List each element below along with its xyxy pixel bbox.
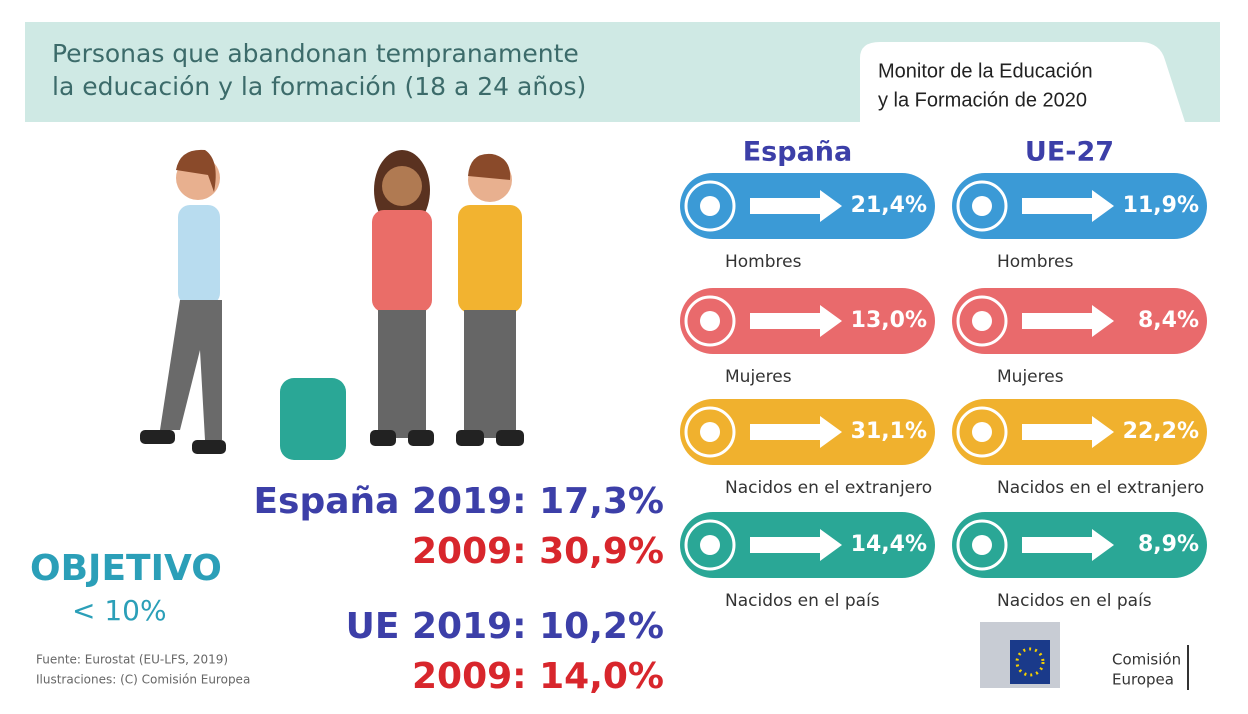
row-label: Nacidos en el país — [725, 591, 880, 611]
icon-ring — [684, 519, 736, 571]
value: 21,4% — [851, 193, 927, 218]
column-header: UE-27 — [1025, 137, 1114, 168]
value: 8,9% — [1138, 532, 1199, 557]
arrow — [1022, 416, 1114, 448]
source: Fuente: Eurostat (EU-LFS, 2019) — [36, 653, 228, 667]
arrow — [750, 416, 842, 448]
icon — [972, 196, 992, 216]
icon — [972, 311, 992, 331]
icon-ring — [684, 406, 736, 458]
arrow — [1022, 305, 1114, 337]
summary: 2009: 14,0% — [412, 656, 664, 697]
icon — [972, 535, 992, 555]
summary: España 2019: 17,3% — [253, 481, 664, 522]
icon-ring — [956, 406, 1008, 458]
row-label: Hombres — [725, 252, 802, 272]
monitor-label: Monitor de la Educación — [878, 60, 1093, 82]
arrow — [1022, 529, 1114, 561]
icon-ring — [684, 180, 736, 232]
summary: UE 2019: 10,2% — [346, 606, 664, 647]
icon — [700, 196, 720, 216]
icon-ring — [956, 295, 1008, 347]
logo-text: Europea — [1112, 671, 1174, 689]
row-label: Mujeres — [725, 367, 792, 387]
icon — [972, 422, 992, 442]
value: 8,4% — [1138, 308, 1199, 333]
value: 14,4% — [851, 532, 927, 557]
title: Personas que abandonan tempranamente — [52, 39, 579, 68]
eu-logo — [980, 622, 1189, 690]
monitor-tab — [860, 42, 1185, 122]
arrow — [750, 190, 842, 222]
column-header: España — [743, 137, 853, 168]
icon-ring — [684, 295, 736, 347]
icon — [700, 535, 720, 555]
target-title: OBJETIVO — [30, 548, 222, 589]
icon-ring — [956, 180, 1008, 232]
logo-text: Comisión — [1112, 651, 1181, 669]
source: Ilustraciones: (C) Comisión Europea — [36, 673, 250, 687]
value: 13,0% — [851, 308, 927, 333]
row-label: Hombres — [997, 252, 1074, 272]
icon-ring — [956, 519, 1008, 571]
summary: 2009: 30,9% — [412, 531, 664, 572]
monitor-label: y la Formación de 2020 — [878, 89, 1087, 111]
illustration — [140, 149, 524, 460]
arrow — [750, 529, 842, 561]
target-value: < 10% — [72, 594, 167, 627]
icon — [700, 422, 720, 442]
row-label: Mujeres — [997, 367, 1064, 387]
title: la educación y la formación (18 a 24 año… — [52, 72, 586, 101]
arrow — [1022, 190, 1114, 222]
row-label: Nacidos en el extranjero — [997, 478, 1204, 498]
value: 11,9% — [1123, 193, 1199, 218]
icon — [700, 311, 720, 331]
row-label: Nacidos en el país — [997, 591, 1152, 611]
value: 22,2% — [1123, 419, 1199, 444]
arrow — [750, 305, 842, 337]
row-label: Nacidos en el extranjero — [725, 478, 932, 498]
value: 31,1% — [851, 419, 927, 444]
